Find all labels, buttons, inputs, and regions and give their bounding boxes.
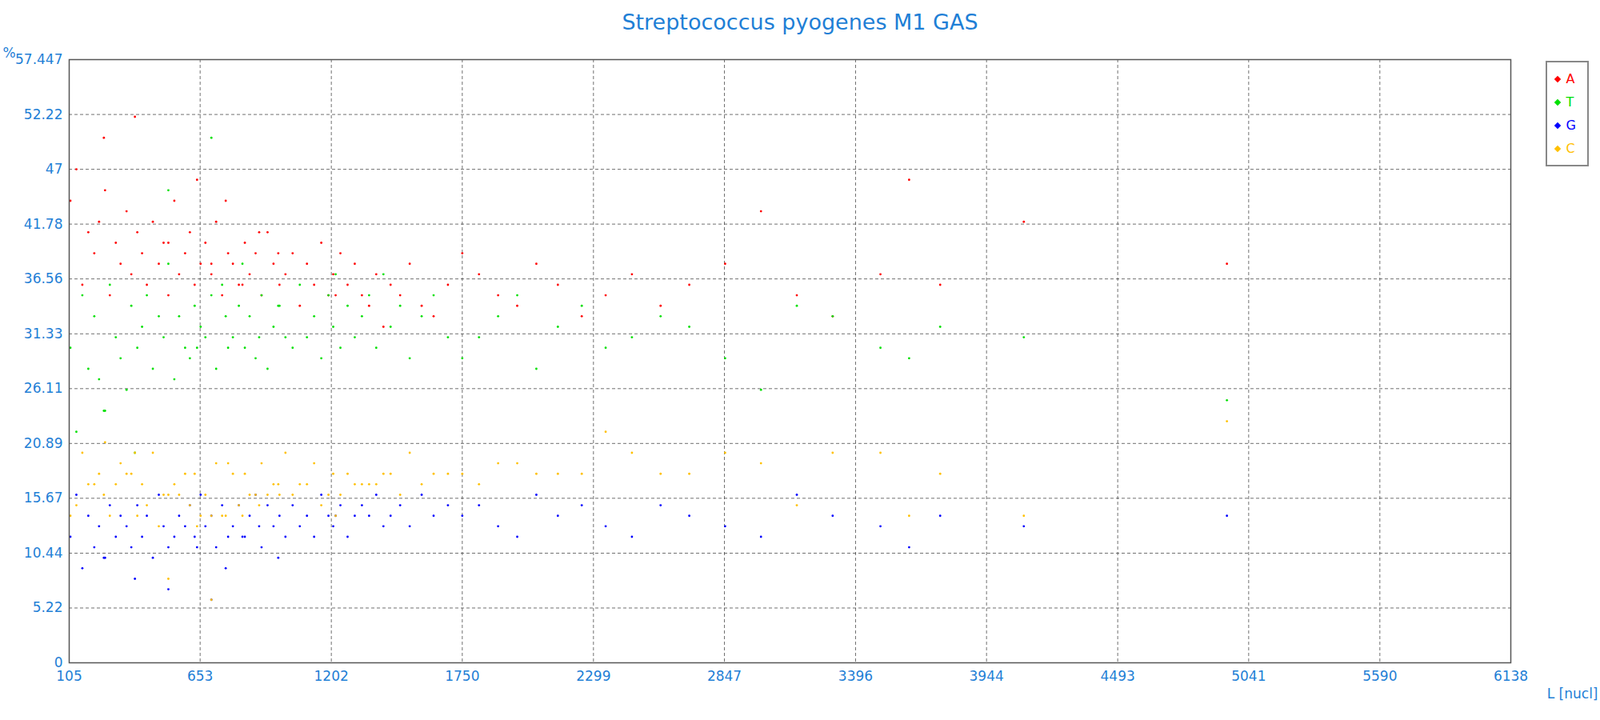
svg-text:0: 0 (54, 654, 63, 671)
html-text:A: A (1566, 71, 1575, 87)
svg-text:6138: 6138 (1493, 668, 1528, 684)
svg-text:26.11: 26.11 (24, 380, 64, 396)
svg-text:41.78: 41.78 (24, 216, 64, 232)
html-text:G: G (1566, 117, 1576, 133)
svg-text:57.447: 57.447 (15, 51, 63, 68)
svg-text:20.89: 20.89 (24, 435, 64, 452)
svg-text:3944: 3944 (969, 668, 1004, 684)
svg-text:15.67: 15.67 (24, 489, 64, 506)
html-text:Streptococcus pyogenes M1 GAS: Streptococcus pyogenes M1 GAS (621, 9, 979, 35)
svg-text:L [nucl]: L [nucl] (1547, 685, 1599, 702)
svg-text:31.33: 31.33 (24, 325, 64, 342)
svg-text:2847: 2847 (707, 668, 742, 684)
svg-text:5590: 5590 (1362, 668, 1397, 684)
svg-text:3396: 3396 (838, 668, 873, 684)
svg-text:105: 105 (56, 668, 82, 684)
svg-text:5.22: 5.22 (32, 599, 64, 616)
svg-text:10.44: 10.44 (24, 544, 64, 561)
svg-text:1750: 1750 (444, 668, 480, 684)
html-text:T: T (1566, 94, 1574, 110)
svg-text:4493: 4493 (1100, 668, 1136, 684)
svg-text:653: 653 (187, 668, 213, 684)
svg-text:36.56: 36.56 (24, 270, 64, 287)
html-text:C: C (1566, 140, 1576, 156)
svg-text:1202: 1202 (314, 668, 349, 684)
svg-text:%: % (3, 44, 16, 61)
svg-text:2299: 2299 (576, 668, 611, 684)
svg-text:47: 47 (45, 160, 64, 177)
svg-text:52.22: 52.22 (24, 106, 64, 123)
svg-text:5041: 5041 (1231, 668, 1266, 684)
